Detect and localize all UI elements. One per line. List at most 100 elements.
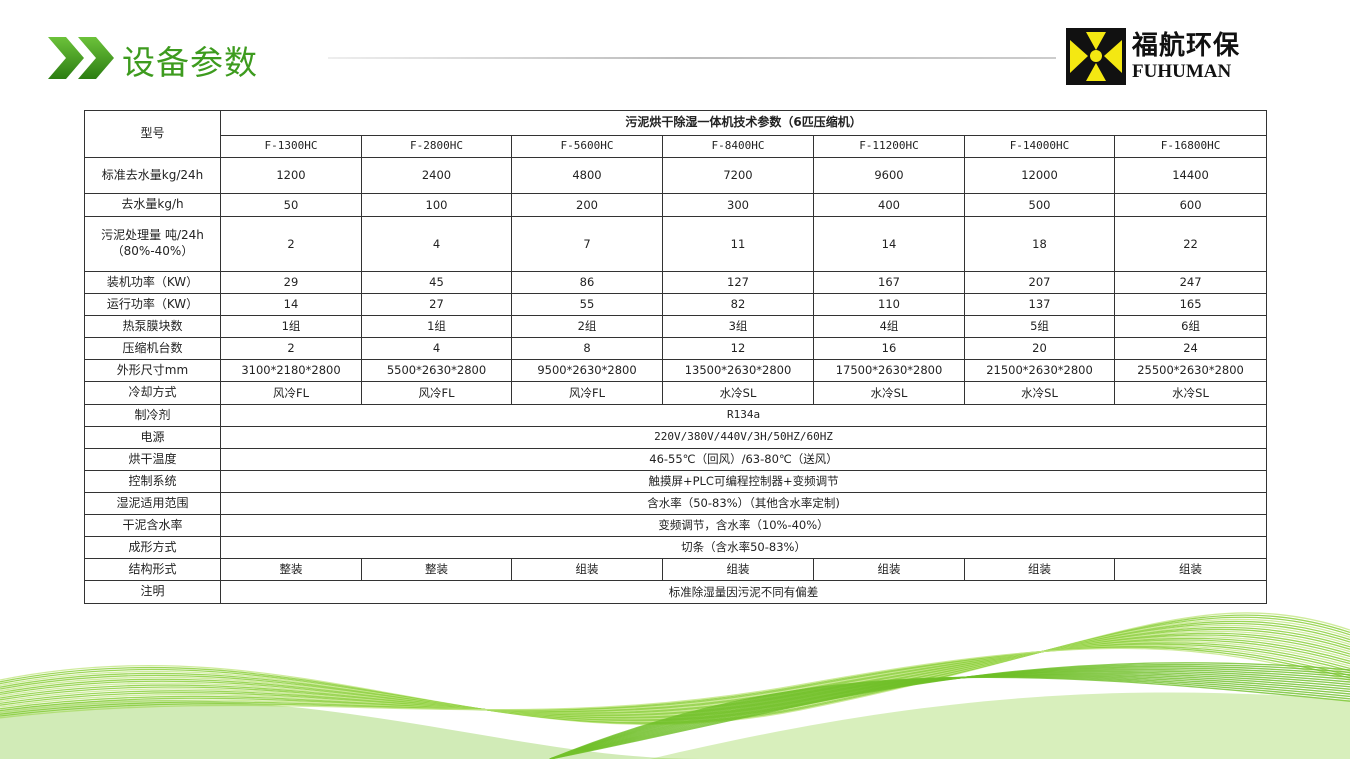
cell-value: 整装 — [220, 558, 362, 581]
row-label: 注明 — [84, 580, 221, 604]
model-name: F-1300HC — [220, 135, 362, 158]
row-label: 电源 — [84, 426, 221, 449]
cell-value: 12000 — [964, 157, 1115, 194]
row-label: 标准去水量kg/24h — [84, 157, 221, 194]
table-row: 干泥含水率 变频调节，含水率（10%-40%） — [84, 514, 1268, 537]
cell-value: 167 — [813, 271, 965, 294]
cell-value: 水冷SL — [813, 381, 965, 405]
cell-value: 17500*2630*2800 — [813, 359, 965, 382]
row-label: 外形尺寸mm — [84, 359, 221, 382]
cell-value: 1组 — [361, 315, 512, 338]
spec-table: 型号 污泥烘干除湿一体机技术参数（6匹压缩机） F-1300HC F-2800HC F-… — [84, 110, 1268, 604]
cell-value: 组装 — [1113, 558, 1268, 581]
row-label: 结构形式 — [84, 558, 221, 581]
cell-value: 切条（含水率50-83%） — [219, 536, 1268, 559]
model-name: F-2800HC — [361, 135, 512, 158]
cell-value: 13500*2630*2800 — [662, 359, 814, 382]
background-waves — [0, 612, 1350, 759]
logo-en: FUHUMAN — [1132, 60, 1232, 82]
cell-value: 1200 — [220, 157, 362, 194]
cell-value: 4800 — [511, 157, 663, 194]
logo-cn: 福航环保 — [1132, 30, 1241, 61]
cell-value: 2 — [220, 337, 362, 360]
cell-value: 29 — [220, 271, 362, 294]
cell-value: 组装 — [662, 558, 814, 581]
cell-value: 4 — [361, 337, 512, 360]
table-row: 装机功率（KW） 29 45 86 127 167 207 247 — [84, 271, 1268, 294]
logo-mark-icon — [1066, 28, 1126, 85]
cell-value: 500 — [964, 193, 1115, 217]
cell-value: 标准除湿量因污泥不同有偏差 — [219, 580, 1268, 604]
row-label: 去水量kg/h — [84, 193, 221, 217]
cell-value: 水冷SL — [1113, 381, 1268, 405]
cell-value: 整装 — [361, 558, 512, 581]
model-header: 型号 — [84, 110, 221, 158]
model-name: F-8400HC — [662, 135, 814, 158]
table-row: 制冷剂 R134a — [84, 404, 1268, 427]
table-row: 运行功率（KW） 14 27 55 82 110 137 165 — [84, 293, 1268, 316]
cell-value: 2 — [220, 216, 362, 272]
cell-value: 600 — [1113, 193, 1268, 217]
cell-value: 风冷FL — [511, 381, 663, 405]
cell-value: R134a — [219, 404, 1268, 427]
cell-value: 组装 — [511, 558, 663, 581]
row-label: 污泥处理量 吨/24h （80%-40%） — [84, 216, 221, 272]
row-label: 运行功率（KW） — [84, 293, 221, 316]
table-row: 成形方式 切条（含水率50-83%） — [84, 536, 1268, 559]
cell-value: 2组 — [511, 315, 663, 338]
table-caption: 污泥烘干除湿一体机技术参数（6匹压缩机） — [219, 110, 1268, 136]
table-row: 注明 标准除湿量因污泥不同有偏差 — [84, 580, 1268, 604]
cell-value: 25500*2630*2800 — [1113, 359, 1268, 382]
table-row: 外形尺寸mm 3100*2180*2800 5500*2630*2800 9500*2… — [84, 359, 1268, 382]
cell-value: 300 — [662, 193, 814, 217]
cell-value: 14 — [813, 216, 965, 272]
cell-value: 2400 — [361, 157, 512, 194]
cell-value: 11 — [662, 216, 814, 272]
row-label: 制冷剂 — [84, 404, 221, 427]
cell-value: 18 — [964, 216, 1115, 272]
cell-value: 水冷SL — [662, 381, 814, 405]
cell-value: 7 — [511, 216, 663, 272]
cell-value: 3组 — [662, 315, 814, 338]
table-row: 污泥处理量 吨/24h （80%-40%） 2 4 7 11 14 18 22 — [84, 216, 1268, 272]
cell-value: 6组 — [1113, 315, 1268, 338]
cell-value: 22 — [1113, 216, 1268, 272]
cell-value: 变频调节，含水率（10%-40%） — [219, 514, 1268, 537]
cell-value: 165 — [1113, 293, 1268, 316]
row-label: 湿泥适用范围 — [84, 492, 221, 515]
row-label: 装机功率（KW） — [84, 271, 221, 294]
cell-value: 220V/380V/440V/3H/50HZ/60HZ — [219, 426, 1268, 449]
model-name: F-11200HC — [813, 135, 965, 158]
table-row: 热泵膜块数 1组 1组 2组 3组 4组 5组 6组 — [84, 315, 1268, 338]
cell-value: 8 — [511, 337, 663, 360]
table-row: 结构形式 整装 整装 组装 组装 组装 组装 组装 — [84, 558, 1268, 581]
model-name: F-14000HC — [964, 135, 1115, 158]
cell-value: 风冷FL — [220, 381, 362, 405]
chevron-arrows-icon — [48, 37, 114, 79]
cell-value: 4组 — [813, 315, 965, 338]
row-label: 压缩机台数 — [84, 337, 221, 360]
model-name: F-16800HC — [1113, 135, 1268, 158]
cell-value: 水冷SL — [964, 381, 1115, 405]
cell-value: 86 — [511, 271, 663, 294]
cell-value: 12 — [662, 337, 814, 360]
cell-value: 20 — [964, 337, 1115, 360]
model-name: F-5600HC — [511, 135, 663, 158]
cell-value: 1组 — [220, 315, 362, 338]
cell-value: 组装 — [964, 558, 1115, 581]
company-logo: 福航环保 FUHUMAN — [1066, 28, 1240, 85]
table-row: 压缩机台数 2 4 8 12 16 20 24 — [84, 337, 1268, 360]
cell-value: 5500*2630*2800 — [361, 359, 512, 382]
table-row: 湿泥适用范围 含水率（50-83%）（其他含水率定制) — [84, 492, 1268, 515]
table-row: 烘干温度 46-55℃（回风）/63-80℃（送风） — [84, 448, 1268, 471]
cell-value: 9500*2630*2800 — [511, 359, 663, 382]
cell-value: 14400 — [1113, 157, 1268, 194]
cell-value: 127 — [662, 271, 814, 294]
table-row: 标准去水量kg/24h 1200 2400 4800 7200 9600 12000 1440… — [84, 157, 1268, 194]
page-title: 设备参数 — [122, 43, 258, 82]
cell-value: 137 — [964, 293, 1115, 316]
cell-value: 3100*2180*2800 — [220, 359, 362, 382]
cell-value: 50 — [220, 193, 362, 217]
cell-value: 组装 — [813, 558, 965, 581]
cell-value: 9600 — [813, 157, 965, 194]
